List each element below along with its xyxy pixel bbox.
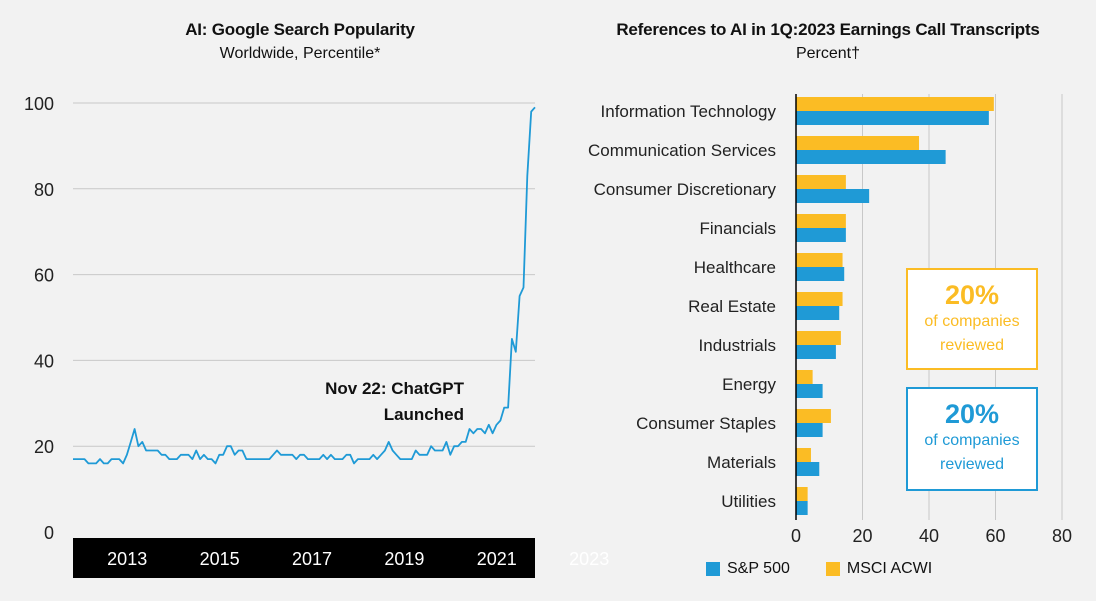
right-x-tick-label: 60 [985, 526, 1005, 546]
bar-sp500 [796, 384, 823, 398]
left-chart-subtitle: Worldwide, Percentile* [219, 45, 381, 62]
category-label: Utilities [721, 492, 776, 511]
category-label: Industrials [699, 336, 776, 355]
left-x-tick-label: 2017 [292, 549, 332, 569]
category-label: Information Technology [601, 102, 777, 121]
category-label: Healthcare [694, 258, 776, 277]
legend-swatch-sp500 [706, 562, 720, 576]
bar-sp500 [796, 345, 836, 359]
bar-sp500 [796, 228, 846, 242]
bar-sp500 [796, 501, 808, 515]
left-x-tick-label: 2013 [107, 549, 147, 569]
left-x-tick-label: 2015 [200, 549, 240, 569]
right-x-tick-label: 40 [919, 526, 939, 546]
left-y-tick-label: 80 [34, 180, 54, 200]
msci-callout-value: 20% [944, 280, 1000, 310]
category-label: Materials [707, 453, 776, 472]
category-label: Energy [722, 375, 776, 394]
left-x-tick-label: 2023 [569, 549, 609, 569]
left-y-tick-label: 20 [34, 437, 54, 457]
bar-msci-acwi [796, 214, 846, 228]
sp500-callout-line2: reviewed [939, 456, 1005, 473]
bar-sp500 [796, 111, 989, 125]
bar-chart-legend: S&P 500 MSCI ACWI [706, 560, 968, 578]
msci-callout-line1: of companies [924, 313, 1020, 330]
sp500-callout-box: 20% of companies reviewed [906, 387, 1038, 491]
earnings-call-bar-chart: 0 20 40 60 80 Information Technology Communica… [588, 94, 1072, 546]
bar-sp500 [796, 189, 870, 203]
bar-msci-acwi [796, 409, 831, 423]
right-chart-subtitle: Percent† [795, 45, 861, 62]
left-y-tick-label: 40 [34, 351, 54, 371]
bar-sp500 [796, 267, 845, 281]
left-y-tick-label: 0 [44, 523, 54, 543]
left-x-tick-label: 2021 [477, 549, 517, 569]
left-chart-title: AI: Google Search Popularity [185, 20, 415, 39]
bar-sp500 [796, 462, 820, 476]
bar-sp500 [796, 150, 946, 164]
year-axis-band [73, 538, 535, 578]
right-chart-title: References to AI in 1Q:2023 Earnings Cal… [616, 20, 1040, 39]
category-label: Consumer Staples [636, 414, 776, 433]
bar-msci-acwi [796, 370, 813, 384]
right-x-tick-label: 80 [1052, 526, 1072, 546]
chatgpt-annotation-line2: Launched [384, 405, 464, 424]
bar-sp500 [796, 306, 840, 320]
bar-msci-acwi [796, 487, 808, 501]
bar-sp500 [796, 423, 823, 437]
legend-item-msci: MSCI ACWI [825, 560, 933, 578]
category-label: Consumer Discretionary [594, 180, 777, 199]
search-popularity-chart: 0 20 40 60 80 100 2013 2015 2017 2019 2021 2023 [24, 94, 609, 578]
bar-msci-acwi [796, 292, 843, 306]
legend-label-sp500: S&P 500 [727, 560, 790, 577]
bar-msci-acwi [796, 136, 920, 150]
bar-msci-acwi [796, 97, 994, 111]
legend-label-msci: MSCI ACWI [846, 560, 933, 577]
left-x-tick-label: 2019 [384, 549, 424, 569]
chatgpt-annotation-line1: Nov 22: ChatGPT [325, 379, 464, 398]
msci-callout-line2: reviewed [939, 337, 1005, 354]
legend-item-sp500: S&P 500 [706, 560, 790, 578]
bar-msci-acwi [796, 253, 843, 267]
right-x-tick-label: 20 [852, 526, 872, 546]
sp500-callout-line1: of companies [924, 432, 1020, 449]
sp500-callout-value: 20% [944, 399, 1000, 429]
left-y-tick-label: 100 [24, 94, 54, 114]
category-label: Communication Services [588, 141, 776, 160]
bar-msci-acwi [796, 331, 841, 345]
right-x-tick-label: 0 [791, 526, 801, 546]
bar-msci-acwi [796, 175, 846, 189]
msci-callout-box: 20% of companies reviewed [906, 268, 1038, 370]
legend-swatch-msci [825, 562, 840, 576]
left-y-tick-label: 60 [34, 266, 54, 286]
search-popularity-line [73, 106, 536, 465]
category-label: Financials [699, 219, 776, 238]
category-label: Real Estate [688, 297, 776, 316]
bar-msci-acwi [796, 448, 811, 462]
